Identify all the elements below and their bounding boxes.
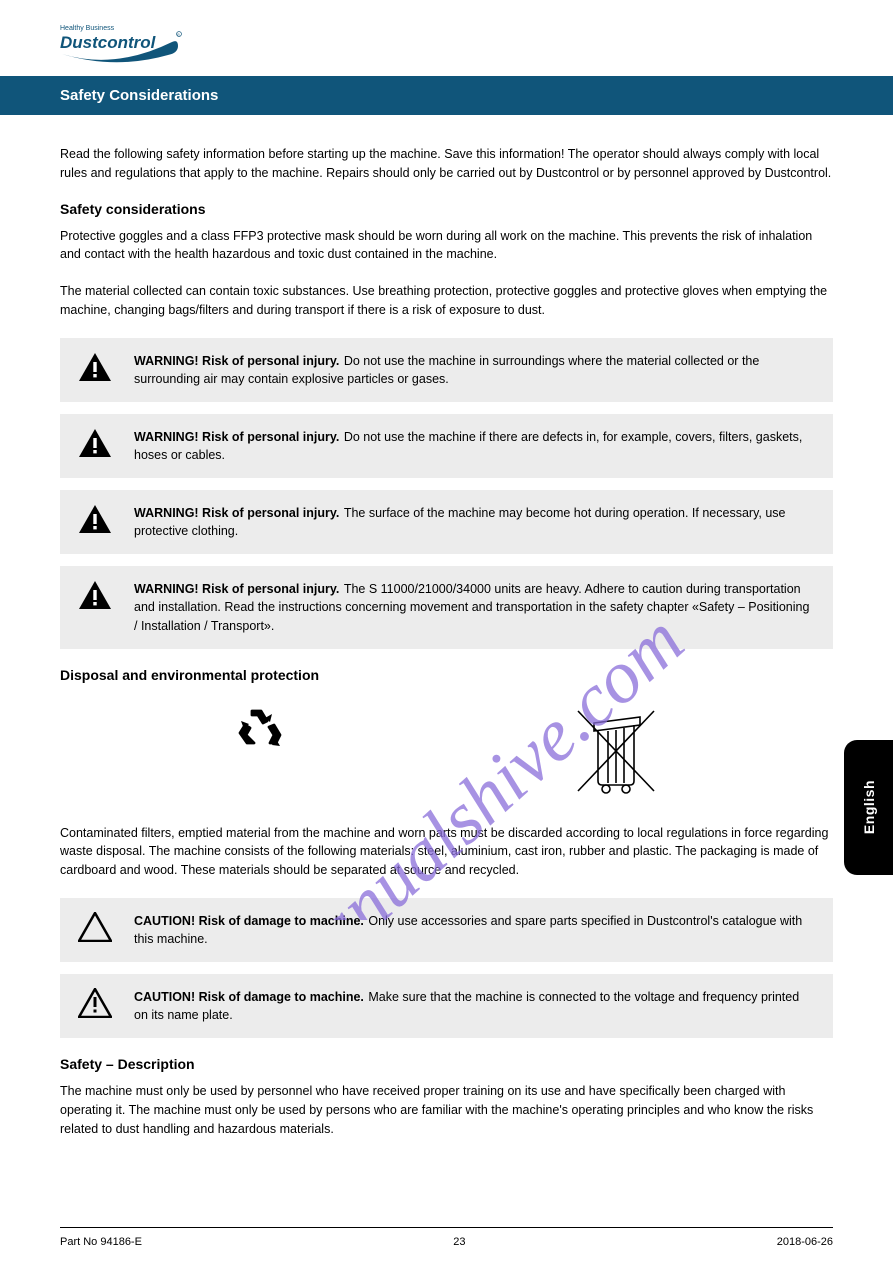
warning-box: WARNING! Risk of personal injury. The S … [60,566,833,648]
heading-disposal: Disposal and environmental protection [60,667,833,683]
caution-icon [78,988,112,1023]
disposal-icons-row [60,703,833,800]
page-header: Healthy Business Dustcontrol R [0,0,893,76]
warning-icon [78,352,112,387]
caution-box: CAUTION! Risk of damage to machine. Make… [60,974,833,1038]
language-label: English [861,780,877,834]
warning-icon [78,504,112,539]
footer-part-no: Part No 94186-E [60,1236,142,1248]
warning-box: WARNING! Risk of personal injury. Do not… [60,414,833,478]
section-title-band: Safety Considerations [0,76,893,115]
warning-box: WARNING! Risk of personal injury. The su… [60,490,833,554]
caution-title: CAUTION! Risk of damage to machine. [134,914,364,928]
paragraph-disposal: Contaminated filters, emptied material f… [60,824,833,880]
caution-box: "/> CAUTION! Risk of damage to machine. … [60,898,833,962]
page-footer: Part No 94186-E 23 2018-06-26 [60,1227,833,1248]
heading-safety-description: Safety – Description [60,1056,833,1072]
recycle-icon [232,703,290,800]
section-title: Safety Considerations [60,87,218,104]
warning-icon [78,428,112,463]
language-side-tab: English [844,740,893,875]
footer-page-number: 23 [453,1236,465,1248]
warning-title: WARNING! Risk of personal injury. [134,430,339,444]
paragraph-goggles: Protective goggles and a class FFP3 prot… [60,227,833,265]
warning-box: WARNING! Risk of personal injury. Do not… [60,338,833,402]
no-bin-icon [570,703,662,800]
caution-title: CAUTION! Risk of damage to machine. [134,990,364,1004]
heading-safety-considerations: Safety considerations [60,201,833,217]
warning-title: WARNING! Risk of personal injury. [134,506,339,520]
paragraph-toxic: The material collected can contain toxic… [60,282,833,320]
brand-logo: Healthy Business Dustcontrol R [60,22,182,73]
warning-title: WARNING! Risk of personal injury. [134,582,339,596]
warning-title: WARNING! Risk of personal injury. [134,354,339,368]
paragraph-safety-description: The machine must only be used by personn… [60,1082,833,1138]
footer-date: 2018-06-26 [777,1236,833,1248]
intro-paragraph: Read the following safety information be… [60,145,833,183]
svg-text:Healthy Business: Healthy Business [60,25,115,32]
warning-icon [78,580,112,615]
caution-icon: "/> [78,912,112,947]
svg-text:Dustcontrol: Dustcontrol [60,33,157,52]
